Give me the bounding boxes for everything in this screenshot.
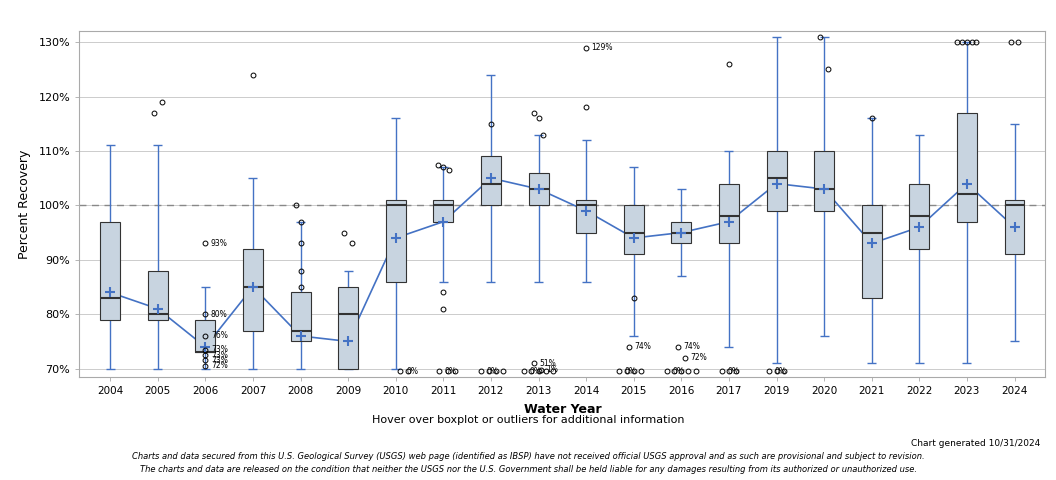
Text: 0%: 0% (487, 367, 498, 376)
Text: 93%: 93% (211, 239, 228, 248)
Text: 0%: 0% (728, 367, 739, 376)
Bar (767, 151, 787, 211)
Text: 0%: 0% (775, 367, 787, 376)
Text: Hover over boxplot or outliers for additional information: Hover over boxplot or outliers for addit… (372, 415, 684, 425)
Bar (243, 249, 263, 331)
Text: 51%: 51% (540, 359, 557, 368)
Bar (814, 151, 834, 211)
Text: 72%: 72% (211, 361, 228, 371)
Text: 72%: 72% (691, 353, 708, 362)
Text: 129%: 129% (591, 43, 614, 52)
Text: The charts and data are released on the condition that neither the USGS nor the : The charts and data are released on the … (139, 465, 917, 474)
Text: 0%: 0% (530, 367, 542, 376)
Bar (195, 320, 215, 352)
Text: 0%: 0% (673, 367, 684, 376)
Bar (385, 200, 406, 282)
Text: 76%: 76% (211, 332, 228, 340)
Text: 73%: 73% (211, 356, 228, 365)
Bar (433, 200, 453, 222)
Bar (862, 205, 882, 298)
Bar (148, 271, 168, 320)
Bar (290, 292, 310, 341)
Bar (1004, 200, 1024, 254)
Text: Charts and data secured from this U.S. Geological Survey (USGS) web page (identi: Charts and data secured from this U.S. G… (132, 453, 924, 461)
Text: 74%: 74% (635, 342, 652, 351)
Bar (577, 200, 597, 233)
Text: 73%: 73% (211, 345, 228, 354)
Text: 0%: 0% (445, 367, 456, 376)
Text: 0%: 0% (407, 367, 418, 376)
Bar (672, 222, 692, 243)
Bar (624, 205, 644, 254)
Text: 73%: 73% (211, 350, 228, 360)
Text: 80%: 80% (211, 310, 228, 319)
Text: 74%: 74% (683, 342, 700, 351)
Bar (909, 183, 929, 249)
Bar (719, 183, 739, 243)
Bar (480, 156, 501, 205)
Bar (338, 287, 358, 369)
X-axis label: Water Year: Water Year (524, 403, 601, 416)
Text: 0%: 0% (625, 367, 637, 376)
Text: Chart generated 10/31/2024: Chart generated 10/31/2024 (911, 440, 1040, 448)
Y-axis label: Percent Recovery: Percent Recovery (18, 149, 32, 259)
Text: 1%: 1% (546, 365, 559, 374)
Bar (100, 222, 120, 320)
Bar (528, 173, 548, 205)
Bar (957, 113, 977, 222)
